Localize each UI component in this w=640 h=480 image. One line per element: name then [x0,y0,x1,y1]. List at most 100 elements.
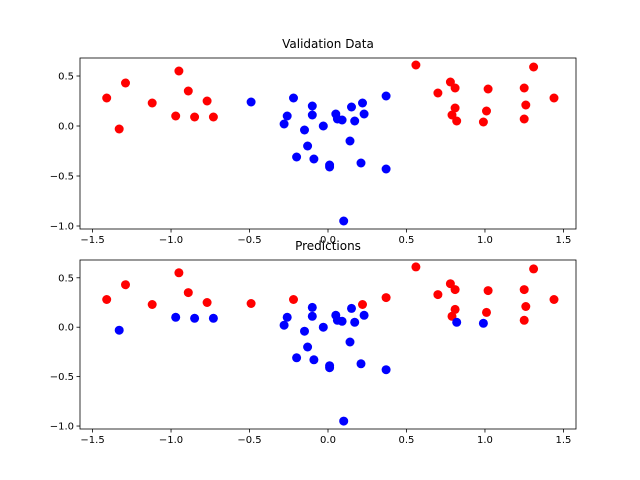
scatter-point-blue [358,98,367,108]
scatter-point-blue [300,326,309,336]
scatter-point-blue [347,303,356,313]
y-axis-ticks: 0.5 0.0 −0.5 −1.0 [50,273,80,433]
scatter-point-blue [307,302,317,312]
scatter-point-blue [325,162,335,172]
predictions-subplot: Predictions −1.5 −1.0 −0.5 0.0 0.5 1.0 1.5 0.5… [50,239,577,446]
scatter-point-blue [303,342,313,352]
scatter-point-red [147,300,157,309]
scatter-point-red [433,88,443,98]
scatter-point-red [482,307,491,317]
scatter-point-red [483,286,493,296]
scatter-point-red [529,62,539,72]
scatter-point-blue [303,141,313,151]
scatter-point-blue [190,313,200,323]
scatter-point-blue [307,311,317,321]
scatter-point-blue [325,363,335,373]
scatter-point-blue [246,97,256,107]
y-tick-label: −0.5 [50,372,74,383]
scatter-point-blue [347,102,356,112]
scatter-point-blue [307,110,317,120]
scatter-point-blue [350,116,360,126]
scatter-point-red [121,280,130,290]
x-tick-label: −1.5 [80,435,104,446]
scatter-point-red [519,83,529,93]
scatter-point-blue [282,312,292,322]
x-tick-label: 1.5 [555,235,571,246]
scatter-point-red [102,93,112,103]
scatter-point-blue [356,158,366,168]
scatter-point-blue [339,216,349,226]
x-axis-ticks: −1.5 −1.0 −0.5 0.0 0.5 1.0 1.5 [80,429,571,446]
scatter-point-red [433,290,443,300]
scatter-point-red [381,293,391,303]
scatter-point-red [102,295,112,304]
scatter-point-red [482,106,491,116]
validation-data-subplot: Validation Data −1.5 −1.0 −0.5 0.0 0.5 1.0 1.5… [50,37,577,246]
scatter-point-blue [208,313,218,323]
scatter-point-blue [309,154,319,164]
scatter-points [102,262,559,426]
scatter-point-red [521,100,531,110]
scatter-point-red [549,93,559,103]
scatter-point-blue [381,365,391,375]
scatter-point-red [174,268,184,278]
scatter-point-red [174,66,184,76]
x-tick-label: −0.5 [237,435,261,446]
x-tick-label: 1.0 [477,235,493,246]
chart-title: Validation Data [282,37,374,51]
scatter-point-blue [300,125,309,135]
scatter-point-blue [318,322,328,332]
scatter-point-red [450,304,460,314]
scatter-point-red [521,302,531,311]
scatter-point-blue [282,111,292,121]
scatter-point-red [452,116,462,126]
y-tick-label: −1.0 [50,222,74,233]
y-tick-label: 0.0 [58,323,74,334]
scatter-point-red [483,84,493,94]
scatter-points [102,60,559,226]
scatter-point-red [171,111,181,121]
scatter-point-blue [345,136,355,146]
scatter-point-blue [171,312,181,322]
scatter-point-blue [452,317,462,327]
x-tick-label: 1.0 [477,435,493,446]
x-tick-label: −1.0 [159,235,183,246]
scatter-point-red [450,103,460,113]
scatter-point-blue [292,152,302,162]
scatter-point-red [183,288,193,298]
scatter-point-red [147,98,157,108]
scatter-point-red [183,86,193,96]
scatter-point-red [246,299,256,308]
scatter-point-red [450,83,460,93]
scatter-point-blue [279,320,289,330]
scatter-point-red [549,295,559,304]
scatter-point-red [358,300,367,309]
scatter-point-blue [359,310,369,320]
scatter-point-red [411,262,421,272]
y-tick-label: −1.0 [50,422,74,433]
scatter-point-blue [309,355,319,365]
y-tick-label: 0.0 [58,122,74,133]
y-tick-label: 0.5 [58,72,74,83]
x-tick-label: −0.5 [237,235,261,246]
scatter-point-red [289,295,298,304]
scatter-point-blue [345,337,355,347]
scatter-point-red [411,60,421,70]
scatter-point-red [121,78,130,88]
scatter-point-blue [381,164,391,174]
scatter-point-red [519,285,529,295]
scatter-point-red [202,96,212,106]
scatter-point-blue [114,325,124,335]
scatter-point-blue [339,416,349,426]
scatter-point-red [450,285,460,295]
scatter-point-blue [356,359,366,369]
x-tick-label: 0.0 [320,235,336,246]
scatter-point-blue [289,93,298,103]
x-tick-label: 0.0 [320,435,336,446]
x-tick-label: −1.5 [80,235,104,246]
x-axis-ticks: −1.5 −1.0 −0.5 0.0 0.5 1.0 1.5 [80,229,571,246]
scatter-point-blue [318,121,328,131]
scatter-point-blue [292,353,302,363]
